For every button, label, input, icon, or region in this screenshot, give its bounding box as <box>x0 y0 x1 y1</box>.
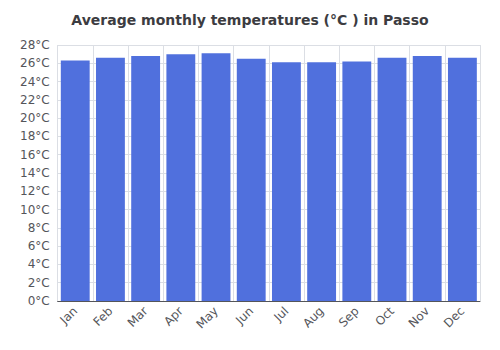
svg-text:20°C: 20°C <box>20 111 50 125</box>
svg-text:Oct: Oct <box>372 304 397 329</box>
svg-text:Aug: Aug <box>300 304 326 330</box>
svg-text:24°C: 24°C <box>20 75 50 89</box>
svg-text:May: May <box>194 304 221 331</box>
svg-text:Sep: Sep <box>336 304 362 330</box>
svg-text:28°C: 28°C <box>20 38 50 52</box>
svg-text:16°C: 16°C <box>20 148 50 162</box>
svg-text:22°C: 22°C <box>20 93 50 107</box>
svg-text:Jul: Jul <box>271 304 292 325</box>
svg-text:14°C: 14°C <box>20 166 50 180</box>
svg-text:Nov: Nov <box>406 304 432 330</box>
svg-text:10°C: 10°C <box>20 203 50 217</box>
svg-text:Mar: Mar <box>125 304 151 330</box>
svg-text:Dec: Dec <box>441 304 467 330</box>
svg-text:4°C: 4°C <box>28 257 50 271</box>
svg-text:2°C: 2°C <box>28 276 50 290</box>
svg-text:26°C: 26°C <box>20 56 50 70</box>
svg-text:Jan: Jan <box>57 304 81 328</box>
svg-text:0°C: 0°C <box>28 294 50 308</box>
svg-text:8°C: 8°C <box>28 221 50 235</box>
svg-text:Apr: Apr <box>161 304 186 329</box>
svg-text:Feb: Feb <box>90 304 115 329</box>
svg-text:Average monthly temperatures (: Average monthly temperatures (°C ) in Pa… <box>71 12 429 28</box>
svg-text:Jun: Jun <box>232 304 256 328</box>
svg-text:12°C: 12°C <box>20 184 50 198</box>
svg-text:6°C: 6°C <box>28 239 50 253</box>
svg-text:18°C: 18°C <box>20 129 50 143</box>
